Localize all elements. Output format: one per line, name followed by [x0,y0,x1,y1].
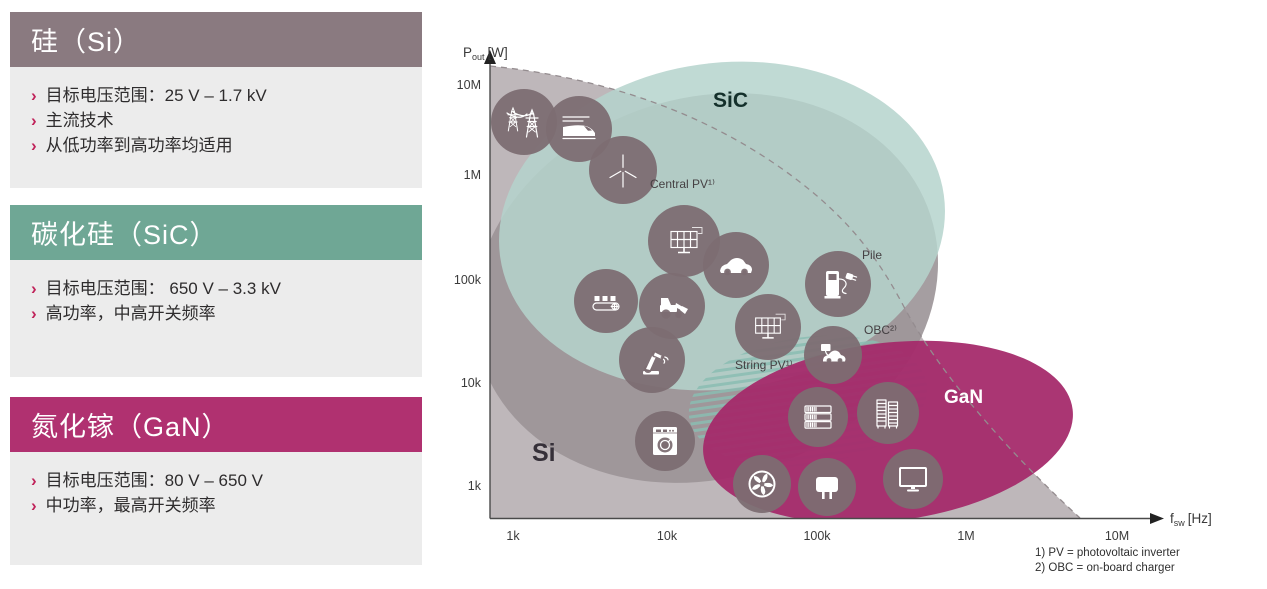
string-pv-label: String PV¹⁾ [735,358,793,372]
data-center-icon [857,382,919,444]
list-item: › 高功率，中高开关频率 [31,301,408,326]
sic-card-body: › 目标电压范围： 650 V – 3.3 kV › 高功率，中高开关频率 [10,260,422,377]
y-tick: 1M [464,168,481,182]
bullet-text: 目标电压范围：25 V – 1.7 kV [45,86,267,105]
bullet-text: 目标电压范围： 650 V – 3.3 kV [45,279,281,298]
bullet-arrow-icon: › [31,111,37,130]
y-tick: 100k [454,273,482,287]
x-tick-labels: 1k 10k 100k 1M 10M [506,529,1129,543]
bullet-text: 高功率，中高开关频率 [45,304,216,323]
gan-card-header: 氮化镓（GaN） [10,397,422,452]
server-rack-icon [788,387,848,447]
fan-icon [733,455,791,513]
y-axis-arrow-icon [484,50,496,64]
y-tick: 10k [461,376,482,390]
power-adapter-icon [798,458,856,516]
axes [484,50,1164,524]
string-pv-icon [735,294,801,360]
bullet-arrow-icon: › [31,471,37,490]
obc-charger-icon [804,326,862,384]
x-axis-arrow-icon [1150,513,1164,524]
gan-card: 氮化镓（GaN） › 目标电压范围：80 V – 650 V › 中功率，最高开… [10,397,422,565]
central-pv-label: Central PV¹⁾ [650,177,715,191]
sic-card-title: 碳化硅（SiC） [31,220,218,250]
si-card: 硅（Si） › 目标电压范围：25 V – 1.7 kV › 主流技术 › 从低… [10,12,422,188]
monitor-icon [883,449,943,509]
electric-car-icon [703,232,769,298]
list-item: › 目标电压范围：25 V – 1.7 kV [31,83,408,108]
si-region-label: Si [532,439,556,467]
list-item: › 从低功率到高功率均适用 [31,133,408,158]
conveyor-icon [574,269,638,333]
pile-label: Pile [862,248,882,262]
application-chart: SiC Si GaN Central PV¹⁾ Pile OBC²⁾ Strin… [430,0,1267,584]
footnote-obc: 2) OBC = on-board charger [1035,562,1175,574]
si-card-body: › 目标电压范围：25 V – 1.7 kV › 主流技术 › 从低功率到高功率… [10,67,422,188]
high-speed-train-icon [546,96,612,162]
bullet-arrow-icon: › [31,304,37,323]
list-item: › 主流技术 [31,108,408,133]
x-axis-title: fsw [Hz] [1170,511,1212,528]
x-tick: 1M [957,529,974,543]
bullet-text: 目标电压范围：80 V – 650 V [45,471,263,490]
bullet-text: 从低功率到高功率均适用 [45,136,233,155]
sic-region-label: SiC [713,89,748,112]
bullet-text: 主流技术 [45,111,114,130]
si-card-header: 硅（Si） [10,12,422,67]
list-item: › 中功率，最高开关频率 [31,493,408,518]
si-card-title: 硅（Si） [31,27,142,57]
bullet-arrow-icon: › [31,86,37,105]
robot-arm-icon [619,327,685,393]
central-pv-icon [648,205,720,277]
obc-label: OBC²⁾ [864,323,897,337]
bullet-arrow-icon: › [31,496,37,515]
bullet-arrow-icon: › [31,136,37,155]
footnote-pv: 1) PV = photovoltaic inverter [1035,547,1180,559]
charging-pile-icon [805,251,871,317]
y-tick: 1k [468,479,482,493]
wheel-loader-icon [639,273,705,339]
x-tick: 100k [803,529,831,543]
gan-region-label: GaN [944,387,983,408]
x-tick: 10M [1105,529,1129,543]
sic-card-header: 碳化硅（SiC） [10,205,422,260]
sic-card: 碳化硅（SiC） › 目标电压范围： 650 V – 3.3 kV › 高功率，… [10,205,422,377]
wind-turbine-icon [589,136,657,204]
x-tick: 1k [506,529,520,543]
gan-card-body: › 目标电压范围：80 V – 650 V › 中功率，最高开关频率 [10,452,422,565]
power-grid-icon [491,89,557,155]
list-item: › 目标电压范围： 650 V – 3.3 kV [31,276,408,301]
x-tick: 10k [657,529,678,543]
gan-card-title: 氮化镓（GaN） [31,412,230,442]
y-tick: 10M [457,78,481,92]
bullet-arrow-icon: › [31,279,37,298]
y-axis-title: Pout [W] [463,45,508,62]
bullet-text: 中功率，最高开关频率 [45,496,216,515]
y-tick-labels: 10M 1M 100k 10k 1k [454,78,482,493]
list-item: › 目标电压范围：80 V – 650 V [31,468,408,493]
washing-machine-icon [635,411,695,471]
